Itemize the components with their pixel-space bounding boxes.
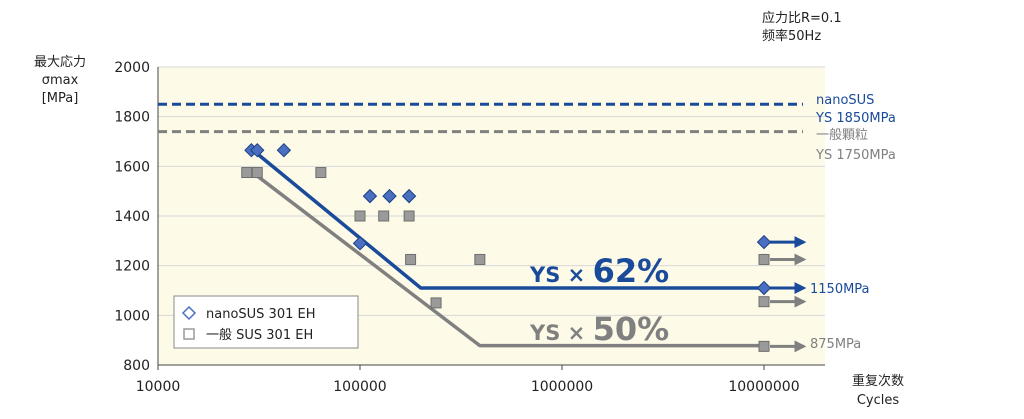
y-axis-label-line2: σmax (42, 73, 79, 88)
nano-ratio-annotation: YS × 62% (529, 252, 669, 290)
point-nano (382, 188, 397, 204)
legend-label-nano: nanoSUS 301 EH (206, 307, 315, 322)
trend-line (253, 150, 764, 290)
trend-lines (253, 150, 764, 348)
data-points (241, 142, 772, 352)
point-normal (354, 210, 366, 222)
y-axis-label-line3: [MPa] (42, 91, 79, 106)
point-normal (251, 167, 263, 179)
point-normal (758, 296, 770, 308)
normal-fatigue-limit-label: 875MPa (810, 337, 861, 352)
point-normal (758, 340, 770, 352)
nano-ys-label-line1: nanoSUS (816, 93, 874, 108)
point-nano (250, 142, 265, 158)
y-tick-label: 1600 (114, 159, 150, 175)
point-nano (276, 142, 292, 158)
x-axis-ticks: 10000 100000 1000000 10000000 (136, 365, 800, 395)
point-nano (401, 188, 417, 204)
legend-square-icon (183, 328, 195, 340)
y-tick-label: 1000 (114, 308, 150, 324)
point-nano (756, 234, 772, 250)
legend-box (173, 295, 359, 349)
point-normal (315, 167, 327, 179)
point-normal (241, 167, 253, 179)
y-axis-label-line1: 最大応力 (34, 55, 86, 70)
nano-ys-label-line2: YS 1850MPa (815, 111, 896, 126)
point-normal (405, 253, 417, 265)
x-tick-label: 10000000 (728, 379, 799, 395)
condition-frequency: 频率50Hz (762, 28, 821, 44)
trend-line (253, 172, 764, 348)
point-normal (758, 253, 770, 265)
normal-ys-label-line1: 一般顆粒 (816, 127, 868, 143)
legend-label-normal: 一般 SUS 301 EH (206, 327, 313, 343)
point-nano (756, 280, 772, 296)
x-axis-label-line2: Cycles (857, 393, 900, 408)
x-tick-label: 1000000 (531, 379, 593, 395)
reference-lines (158, 102, 803, 134)
nano-ratio-value: 62% (593, 252, 670, 290)
point-nano (352, 236, 368, 251)
point-normal (430, 297, 442, 309)
y-tick-label: 1800 (114, 110, 150, 126)
point-normal (474, 253, 486, 265)
normal-ratio-value: 50% (593, 310, 670, 348)
runout-arrows (770, 236, 807, 353)
y-tick-label: 2000 (114, 60, 150, 76)
nano-ratio-prefix: YS × (529, 263, 593, 287)
condition-stress-ratio: 应力比R=0.1 (762, 10, 842, 26)
x-axis-label-line1: 重复次数 (852, 373, 904, 389)
nano-fatigue-limit-label: 1150MPa (810, 282, 870, 297)
y-axis-ticks: 800 1000 1200 1400 1600 1800 2000 (114, 60, 150, 374)
legend: nanoSUS 301 EH 一般 SUS 301 EH (173, 295, 359, 349)
normal-ys-label-line2: YS 1750MPa (815, 148, 896, 163)
normal-ratio-prefix: YS × (529, 321, 593, 345)
point-normal (403, 210, 415, 222)
normal-ratio-annotation: YS × 50% (529, 310, 669, 348)
legend-diamond-icon (181, 305, 197, 321)
x-tick-label: 100000 (333, 379, 386, 395)
y-tick-label: 800 (123, 358, 150, 374)
y-tick-label: 1400 (114, 209, 150, 225)
x-tick-label: 10000 (136, 379, 181, 395)
y-tick-label: 1200 (114, 259, 150, 275)
point-nano (362, 188, 378, 204)
point-normal (378, 210, 390, 222)
